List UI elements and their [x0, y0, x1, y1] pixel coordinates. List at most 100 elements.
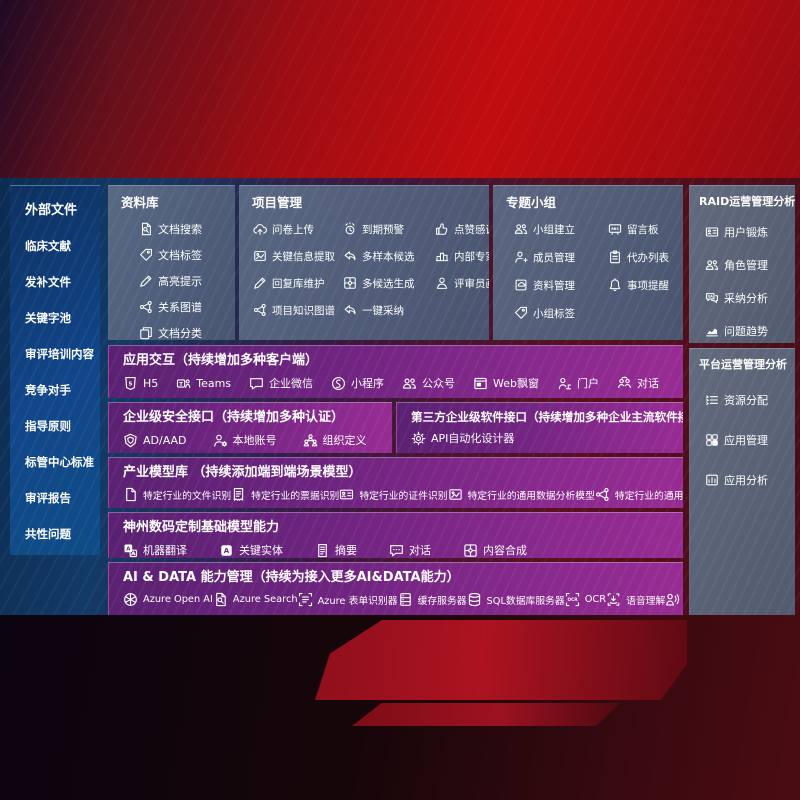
database-icon [467, 592, 482, 607]
people-icon [705, 258, 719, 272]
sidebar-item: 审评报告 [25, 491, 71, 505]
svg-text:A: A [126, 546, 131, 552]
feature-item: 项目知识图谱 [253, 303, 343, 318]
raid-list: 用户锻炼 角色管理 QA 采纳分析 问题趋势 [690, 213, 795, 343]
clipboard-icon [608, 250, 622, 264]
doc-search-icon [213, 592, 228, 607]
feature-item: AD/AAD [123, 433, 187, 448]
feature-item: A 关键实体 [219, 542, 283, 558]
reply-icon [343, 303, 357, 317]
feature-item: 事项提醒 [608, 278, 677, 293]
row-title: 产业模型库 （持续添加端到端场景模型） [123, 465, 362, 480]
bell-icon [608, 278, 622, 292]
thirdparty-interface-row: 第三方企业级软件接口（持续增加多种企业主流软件接口） API自动化设计器 [396, 402, 683, 453]
panel-title: 专题小组 [506, 195, 557, 210]
chat-dots-icon [389, 543, 404, 558]
feature-item: 用户锻炼 [705, 224, 791, 240]
library-panel: 资料库 文档搜索 文档标签 高亮提示 关系图谱 文档分类 [108, 185, 235, 340]
external-files-panel: 外部文件 临床文献 发补文件 关键字池 审评培训内容 竞争对手 指导原则 标管中心标准 审评报… [10, 185, 100, 555]
sidebar-item: 发补文件 [25, 275, 71, 289]
feature-item: Azure Open AI [123, 592, 213, 607]
library-list: 文档搜索 文档标签 高亮提示 关系图谱 文档分类 [109, 215, 235, 340]
tag-icon [139, 248, 153, 262]
aidata-capability-row: AI & DATA 能力管理（持续为接入更多AI&DATA能力） Azure O… [108, 562, 683, 615]
feature-item: BBS 留言板 [608, 222, 677, 237]
people-icon [514, 222, 528, 236]
people-icon [402, 376, 417, 391]
feature-item: 特定行业的文件识别 [123, 487, 231, 502]
server-icon [398, 592, 413, 607]
thumbs-up-icon [435, 222, 449, 236]
feature-item: OCR OCR [565, 592, 606, 607]
project-management-panel: 项目管理 问卷上传到期预警点赞感谢关键信息提取多样本候选内部专家排名回复库维护多… [239, 185, 489, 340]
feature-item: 特定行业的通用数据分析模型 [448, 487, 595, 502]
portal-icon [557, 376, 572, 391]
summary-icon [315, 543, 330, 558]
feature-item: QA 采纳分析 [705, 290, 791, 306]
sidebar-item: 指导原则 [25, 419, 71, 433]
feature-item: 应用分析 [705, 472, 791, 488]
feature-item: 小组建立 [514, 222, 608, 237]
row-title: 神州数码定制基础模型能力 [123, 520, 280, 535]
svg-text:5: 5 [129, 381, 133, 387]
feature-item: Azure 表单识别器 [298, 592, 398, 607]
row-title: 应用交互（持续增加多种客户端） [123, 353, 319, 368]
feature-item: 摘要 [315, 542, 357, 558]
feature-item: API自动化设计器 [411, 430, 514, 446]
feature-item: 角色管理 [705, 257, 791, 273]
platform-analysis-panel: 平台运营管理分析 资源分配 应用管理 应用分析 [689, 348, 795, 615]
feature-item: 资料管理 [514, 278, 608, 293]
openai-icon [123, 592, 138, 607]
tag-icon [514, 306, 528, 320]
raid-analysis-panel: RAID运营管理分析 用户锻炼 角色管理 QA 采纳分析 问题趋势 [689, 185, 795, 343]
feature-item: 小组标签 [514, 306, 608, 321]
bbs-icon: BBS [608, 222, 622, 236]
sidebar-item: 临床文献 [25, 239, 71, 253]
topic-groups-panel: 专题小组 小组建立 BBS 留言板 成员管理 代办列表 资料管理 事项提醒 小组标签 [493, 185, 683, 340]
project-list: 问卷上传到期预警点赞感谢关键信息提取多样本候选内部专家排名回复库维护多候选生成评… [240, 215, 489, 326]
feature-item: 到期预警 [343, 222, 435, 237]
feature-item: 文档分类 [139, 325, 229, 340]
feature-item: 本地账号 [213, 432, 277, 448]
feature-item: 多样本候选 [343, 249, 435, 264]
docs-icon [139, 326, 153, 340]
idcard-icon [705, 225, 719, 239]
security-list: AD/AAD 本地账号 组织定义 [109, 429, 392, 448]
foundation-list: A 机器翻译 A 关键实体 摘要 对话 内容合成 [109, 539, 683, 558]
feature-item: 多候选生成 [343, 276, 435, 291]
feature-item: Web飘窗 [473, 375, 539, 391]
doc-search-icon [139, 222, 153, 236]
svg-text:T: T [180, 382, 184, 388]
foundation-model-row: 神州数码定制基础模型能力 A 机器翻译 A 关键实体 摘要 对话 内容合成 [108, 512, 683, 558]
pen-icon [139, 274, 153, 288]
shield-icon [123, 433, 138, 448]
voice-icon [606, 592, 621, 607]
industry-model-row: 产业模型库 （持续添加端到端场景模型） 特定行业的文件识别 特定行业的票据识别 特定… [108, 457, 683, 508]
teams-icon: T [176, 376, 191, 391]
feature-item: 公众号 [402, 375, 455, 391]
feature-item: 门户 [557, 375, 599, 391]
feature-item: 缓存服务器 [398, 592, 467, 607]
feature-item: 关系图谱 [139, 299, 229, 315]
svg-text:QA: QA [708, 294, 714, 298]
doc-image-icon [253, 249, 267, 263]
grid-icon [705, 433, 719, 447]
feature-item: 5 H5 [123, 376, 158, 391]
industry-list: 特定行业的文件识别 特定行业的票据识别 特定行业的证件识别 特定行业的通用数据分析模型… [109, 484, 683, 502]
sidebar-item: 审评培训内容 [25, 347, 94, 361]
miniprogram-icon [331, 376, 346, 391]
sidebar-item: 共性问题 [25, 527, 71, 541]
aidata-list: Azure Open AI Azure Search Azure 表单识别器 缓存服务… [109, 589, 683, 607]
feature-item: TTS [665, 592, 683, 607]
thirdparty-list: API自动化设计器 [397, 427, 683, 446]
panel-title: 项目管理 [252, 195, 303, 210]
gear-icon [411, 431, 426, 446]
org-icon [303, 433, 318, 448]
doc-icon [123, 487, 138, 502]
panel-title: RAID运营管理分析 [699, 195, 795, 208]
feature-item: 一键采纳 [343, 303, 435, 318]
panel-title: 资料库 [121, 195, 159, 210]
feature-item: 内容合成 [463, 542, 527, 558]
album-icon [514, 278, 528, 292]
